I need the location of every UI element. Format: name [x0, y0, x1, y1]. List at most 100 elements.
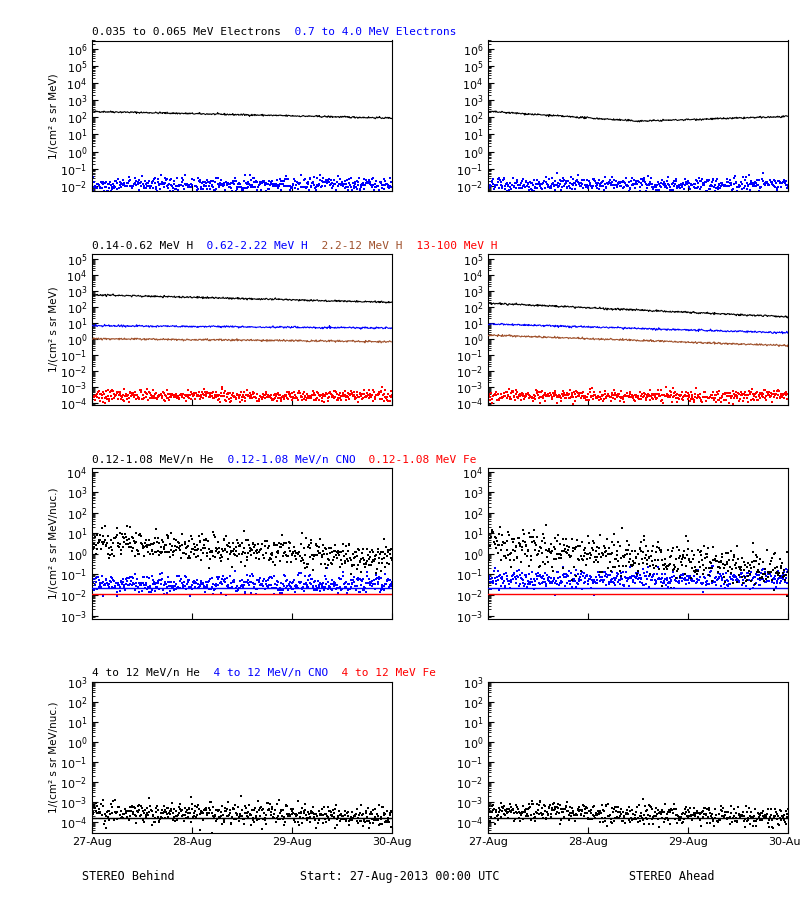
Point — [594, 814, 606, 829]
Point — [106, 571, 118, 585]
Point — [611, 554, 624, 568]
Point — [766, 572, 779, 586]
Point — [662, 575, 675, 590]
Point — [664, 184, 677, 199]
Point — [154, 386, 167, 400]
Point — [345, 572, 358, 587]
Point — [676, 841, 689, 855]
Point — [134, 578, 146, 592]
Point — [189, 833, 202, 848]
Point — [300, 530, 313, 544]
Point — [349, 579, 362, 593]
Point — [212, 392, 225, 407]
Point — [329, 578, 342, 592]
Point — [342, 842, 355, 856]
Point — [567, 177, 580, 192]
Point — [356, 178, 369, 193]
Point — [374, 582, 387, 597]
Point — [265, 392, 278, 406]
Point — [581, 806, 594, 820]
Point — [610, 548, 623, 562]
Point — [234, 841, 246, 855]
Point — [326, 583, 338, 598]
Point — [178, 807, 191, 822]
Point — [642, 551, 655, 565]
Point — [690, 381, 702, 395]
Point — [232, 177, 245, 192]
Point — [377, 182, 390, 196]
Point — [515, 566, 528, 580]
Point — [671, 574, 684, 589]
Point — [514, 178, 527, 193]
Point — [507, 566, 520, 580]
Point — [598, 392, 610, 406]
Point — [169, 387, 182, 401]
Point — [305, 391, 318, 405]
Point — [532, 176, 545, 190]
Point — [311, 538, 324, 553]
Point — [213, 388, 226, 402]
Point — [732, 834, 745, 849]
Point — [293, 176, 306, 191]
Point — [189, 580, 202, 594]
Point — [718, 177, 731, 192]
Point — [189, 841, 202, 855]
Point — [88, 797, 101, 812]
Point — [604, 575, 617, 590]
Point — [746, 810, 758, 824]
Point — [566, 581, 578, 596]
Point — [622, 807, 634, 822]
Point — [162, 528, 174, 543]
Point — [488, 386, 501, 400]
Point — [295, 179, 308, 194]
Point — [337, 812, 350, 826]
Point — [493, 582, 506, 597]
Point — [141, 832, 154, 846]
Point — [335, 553, 348, 567]
Point — [366, 180, 378, 194]
Point — [114, 536, 126, 551]
Point — [670, 395, 683, 410]
Point — [292, 842, 305, 856]
Point — [498, 172, 510, 186]
Point — [595, 797, 608, 812]
Point — [266, 580, 279, 595]
Point — [623, 181, 636, 195]
Point — [302, 390, 315, 404]
Point — [176, 526, 189, 541]
Point — [262, 182, 274, 196]
Point — [248, 842, 261, 856]
Point — [538, 572, 550, 587]
Point — [208, 550, 221, 564]
Point — [548, 571, 561, 585]
Point — [720, 545, 733, 560]
Point — [683, 176, 696, 191]
Point — [689, 842, 702, 856]
Point — [680, 572, 693, 587]
Point — [567, 807, 580, 822]
Point — [310, 809, 323, 824]
Point — [292, 546, 305, 561]
Point — [281, 846, 294, 860]
Point — [680, 528, 693, 543]
Point — [589, 388, 602, 402]
Point — [311, 842, 324, 856]
Point — [90, 843, 102, 858]
Point — [523, 801, 536, 815]
Point — [572, 837, 585, 851]
Point — [557, 561, 570, 575]
Point — [616, 564, 629, 579]
Point — [110, 806, 123, 820]
Point — [384, 390, 397, 404]
Point — [755, 571, 768, 585]
Point — [86, 544, 98, 558]
Point — [121, 518, 134, 533]
Point — [210, 185, 223, 200]
Point — [517, 178, 530, 193]
Point — [710, 842, 723, 856]
Point — [337, 386, 350, 400]
Point — [102, 804, 114, 818]
Point — [164, 172, 177, 186]
Point — [273, 583, 286, 598]
Point — [128, 548, 141, 562]
